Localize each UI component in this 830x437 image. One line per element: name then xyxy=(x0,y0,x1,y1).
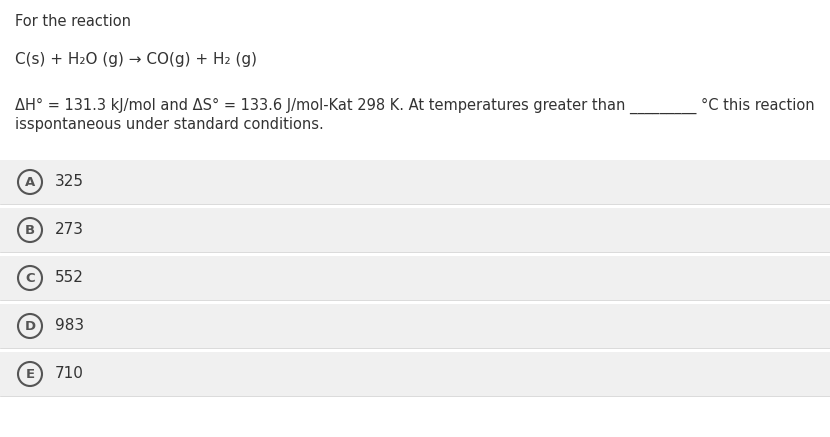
Bar xyxy=(0,304,830,348)
Text: C: C xyxy=(25,271,35,284)
Text: isspontaneous under standard conditions.: isspontaneous under standard conditions. xyxy=(15,117,324,132)
Text: 273: 273 xyxy=(55,222,84,237)
Bar xyxy=(0,208,830,252)
Text: C(s) + H₂O (g) → CO(g) + H₂ (g): C(s) + H₂O (g) → CO(g) + H₂ (g) xyxy=(15,52,257,67)
Text: D: D xyxy=(24,319,36,333)
Text: 983: 983 xyxy=(55,319,84,333)
Text: B: B xyxy=(25,223,35,236)
Text: For the reaction: For the reaction xyxy=(15,14,131,29)
Text: 325: 325 xyxy=(55,174,84,190)
Text: A: A xyxy=(25,176,35,188)
Text: ΔH° = 131.3 kJ/mol and ΔS° = 133.6 J/mol-Kat 298 K. At temperatures greater than: ΔH° = 131.3 kJ/mol and ΔS° = 133.6 J/mol… xyxy=(15,98,814,114)
Bar xyxy=(0,256,830,300)
Bar xyxy=(0,160,830,204)
Text: 710: 710 xyxy=(55,367,84,382)
Text: 552: 552 xyxy=(55,271,84,285)
Text: E: E xyxy=(26,368,35,381)
Bar xyxy=(0,352,830,396)
